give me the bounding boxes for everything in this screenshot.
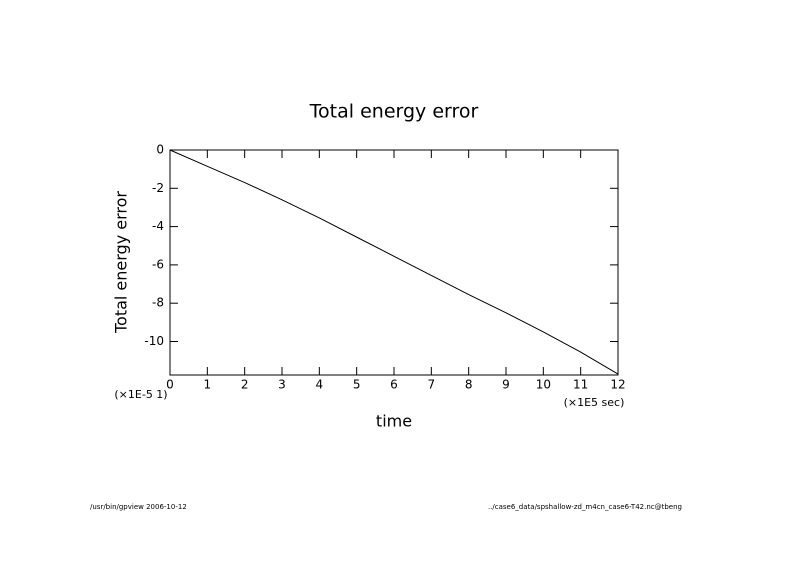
- y-tick-label: 0: [156, 143, 164, 157]
- y-tick-label: -6: [152, 257, 164, 271]
- footer-right: ../case6_data/spshallow-zd_m4cn_case6-T4…: [488, 503, 682, 511]
- y-tick-label: -4: [152, 219, 164, 233]
- x-tick-label: 12: [610, 378, 625, 392]
- y-tick-label: -2: [152, 181, 164, 195]
- x-tick-label: 7: [428, 378, 436, 392]
- x-tick-label: 3: [278, 378, 286, 392]
- x-tick-label: 11: [573, 378, 588, 392]
- y-axis-label: Total energy error: [112, 191, 131, 334]
- x-tick-label: 10: [536, 378, 551, 392]
- x-tick-label: 6: [390, 378, 398, 392]
- x-tick-label: 4: [316, 378, 324, 392]
- x-tick-label: 0: [166, 378, 174, 392]
- x-axis-label: time: [376, 412, 412, 431]
- y-tick-label: -8: [152, 296, 164, 310]
- x-unit: (×1E5 sec): [564, 396, 625, 409]
- data-line: [169, 149, 619, 375]
- y-tick-label: -10: [144, 334, 164, 348]
- x-tick-label: 1: [204, 378, 212, 392]
- x-tick-label: 2: [241, 378, 249, 392]
- x-tick-label: 9: [502, 378, 510, 392]
- plot-frame: [169, 149, 619, 376]
- y-unit: (×1E-5 1): [114, 388, 167, 401]
- x-tick-label: 5: [353, 378, 361, 392]
- chart-title: Total energy error: [309, 101, 479, 123]
- footer-left: /usr/bin/gpview 2006-10-12: [90, 503, 187, 511]
- x-tick-label: 8: [465, 378, 473, 392]
